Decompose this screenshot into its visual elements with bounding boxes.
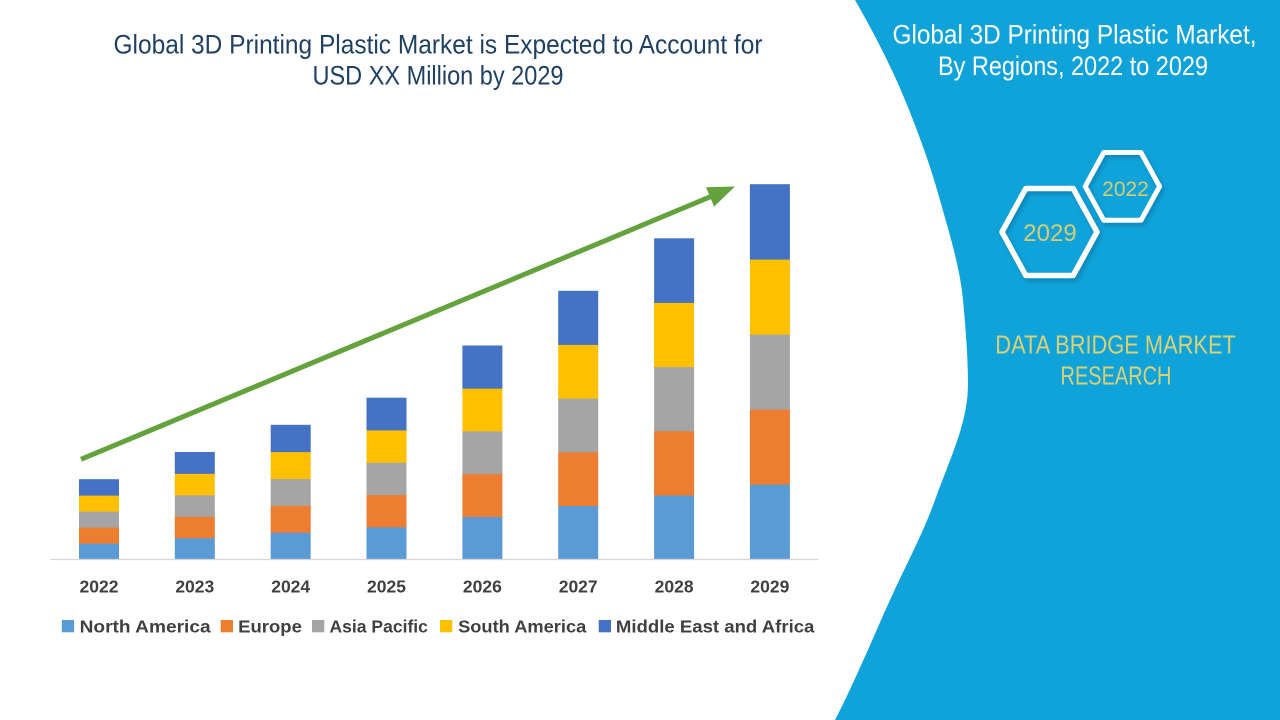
svg-text:2023: 2023: [175, 577, 214, 597]
svg-text:2022: 2022: [1102, 178, 1149, 201]
svg-text:Global 3D Printing Plastic Mar: Global 3D Printing Plastic Market,: [893, 20, 1257, 50]
svg-text:Middle East and Africa: Middle East and Africa: [616, 617, 815, 637]
svg-text:RESEARCH: RESEARCH: [1061, 361, 1172, 391]
svg-text:Global 3D Printing Plastic Mar: Global 3D Printing Plastic Market is Exp…: [114, 30, 763, 60]
svg-text:2029: 2029: [750, 577, 789, 597]
svg-text:USD XX Million by 2029: USD XX Million by 2029: [313, 61, 564, 91]
svg-text:2025: 2025: [367, 577, 406, 597]
svg-text:2027: 2027: [559, 577, 598, 597]
svg-text:2024: 2024: [271, 577, 310, 597]
svg-text:Europe: Europe: [238, 617, 302, 637]
svg-text:2028: 2028: [655, 577, 694, 597]
svg-text:2022: 2022: [80, 577, 119, 597]
svg-text:Asia Pacific: Asia Pacific: [330, 617, 429, 637]
svg-text:South America: South America: [458, 617, 586, 637]
svg-text:By Regions, 2022 to 2029: By Regions, 2022 to 2029: [938, 51, 1208, 81]
svg-text:2029: 2029: [1023, 220, 1076, 247]
svg-text:North America: North America: [80, 617, 211, 637]
svg-text:2026: 2026: [463, 577, 502, 597]
svg-text:DATA BRIDGE MARKET: DATA BRIDGE MARKET: [995, 329, 1236, 359]
